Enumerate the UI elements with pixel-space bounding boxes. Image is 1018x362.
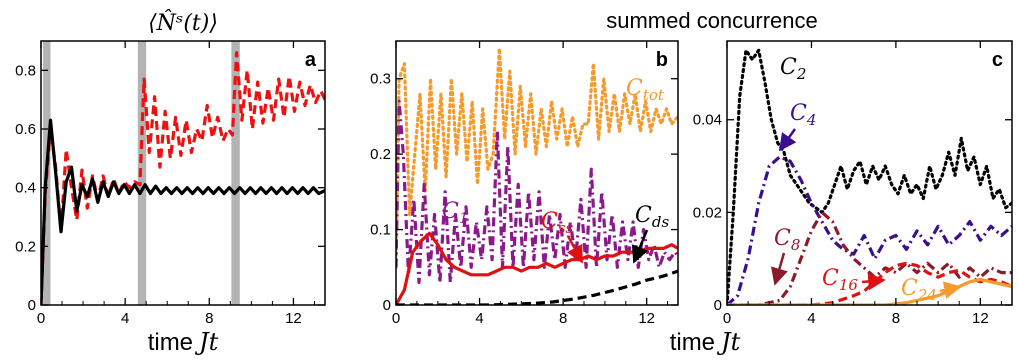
x-tick-label: 4 <box>121 310 129 327</box>
panel-a-ticks: 0 4 8 12 0 0.2 0.4 0.6 0.8 <box>15 41 325 327</box>
panel-c-label: c <box>992 49 1003 71</box>
x-tick-label: 12 <box>638 310 655 327</box>
series-line-c-tot <box>396 46 678 269</box>
series-line-c-16 <box>727 261 1012 305</box>
panel-b-annotations: Ctot C1 Css Cds <box>442 76 669 264</box>
x-tick-label: 8 <box>892 310 900 327</box>
label-c-8: C8 <box>774 226 800 254</box>
y-tick-label: 0.02 <box>693 204 722 221</box>
series-line-c-4 <box>727 155 1012 305</box>
annotation-arrow <box>566 235 584 264</box>
shaded-band <box>231 41 240 305</box>
label-c-ss: Css <box>541 209 574 237</box>
panel-bc-xlabel: time Jt <box>670 328 741 356</box>
series-line-dashed <box>41 51 325 305</box>
y-tick-label: 0.6 <box>15 121 36 138</box>
y-tick-label: 0 <box>383 297 391 314</box>
panel-b-frame <box>395 40 679 306</box>
panel-a: 0 4 8 12 0 0.2 0.4 0.6 0.8 a ⟨N̂ˢ(t)⟩ time Jt <box>15 10 326 356</box>
label-c-16: C16 <box>822 266 858 294</box>
label-c-tot: Ctot <box>626 76 665 104</box>
x-tick-label: 0 <box>392 310 400 327</box>
y-tick-label: 0 <box>28 297 36 314</box>
x-tick-label: 12 <box>972 310 989 327</box>
y-tick-label: 0.3 <box>370 71 391 88</box>
x-tick-label: 0 <box>37 310 45 327</box>
label-c-4: C4 <box>790 101 816 129</box>
panel-c-lines <box>727 48 1012 305</box>
series-line-c-ds <box>396 269 678 305</box>
y-tick-label: 0.2 <box>370 146 391 163</box>
label-c-2: C2 <box>780 55 806 83</box>
annotation-arrow <box>631 229 649 264</box>
figure-title: summed concurrence <box>606 8 818 33</box>
x-tick-label: 4 <box>475 310 483 327</box>
x-tick-label: 4 <box>807 310 815 327</box>
panel-a-lines <box>41 51 325 305</box>
annotation-arrow <box>778 128 797 152</box>
panel-c: 0 4 8 12 0 0.02 0.04 c C2 C4 C8 C16 C24 <box>693 40 1013 327</box>
panel-b: 0 4 8 12 0 0.1 0.2 0.3 b Ctot C1 Css Cds <box>370 40 679 327</box>
x-tick-label: 8 <box>205 310 213 327</box>
panel-a-frame <box>40 40 326 306</box>
series-line-c-8 <box>727 210 1012 305</box>
y-tick-label: 0.4 <box>15 180 36 197</box>
annotation-arrow <box>861 272 886 291</box>
y-tick-label: 0.04 <box>693 112 722 129</box>
y-tick-label: 0.1 <box>370 222 391 239</box>
panel-b-label: b <box>656 49 668 71</box>
annotation-arrow <box>939 281 962 299</box>
y-tick-label: 0.8 <box>15 62 36 79</box>
panel-a-title: ⟨N̂ˢ(t)⟩ <box>148 10 218 36</box>
series-line-solid <box>41 118 325 305</box>
series-line-c-1 <box>396 99 678 284</box>
label-c-1: C1 <box>442 199 468 227</box>
xlabel-prefix: time <box>148 329 193 356</box>
panel-a-xlabel: time Jt <box>148 328 219 356</box>
panel-a-label: a <box>305 49 317 71</box>
series-line-c-2 <box>727 48 1012 305</box>
panel-c-frame <box>726 40 1013 306</box>
label-c-24: C24 <box>901 276 937 304</box>
label-c-ds: Cds <box>635 203 669 231</box>
annotation-arrow <box>770 252 788 286</box>
y-tick-label: 0 <box>714 297 722 314</box>
panel-c-ticks: 0 4 8 12 0 0.02 0.04 <box>693 41 1012 327</box>
panel-c-annotations: C2 C4 C8 C16 C24 <box>770 55 962 304</box>
xlabel-prefix: time <box>670 329 715 356</box>
xlabel-var: Jt <box>194 328 219 356</box>
xlabel-var: Jt <box>716 328 741 356</box>
panel-b-ticks: 0 4 8 12 0 0.1 0.2 0.3 <box>370 41 678 327</box>
x-tick-label: 12 <box>285 310 302 327</box>
shaded-band <box>137 41 147 305</box>
y-tick-label: 0.2 <box>15 238 36 255</box>
x-tick-label: 0 <box>723 310 731 327</box>
x-tick-label: 8 <box>559 310 567 327</box>
